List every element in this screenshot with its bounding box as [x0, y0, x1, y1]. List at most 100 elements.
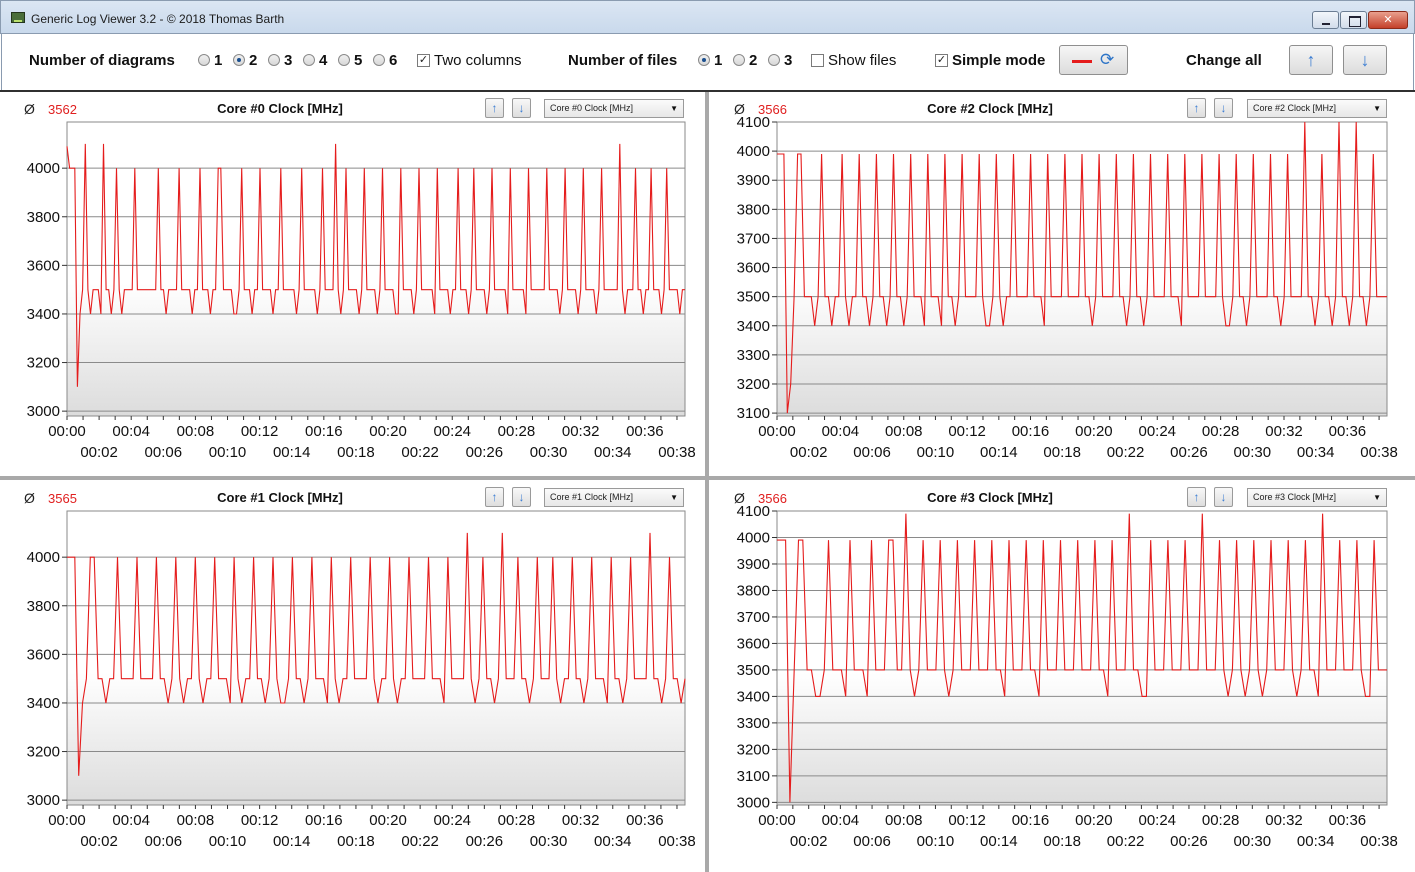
change-all-up-button[interactable]: ↑: [1289, 45, 1333, 75]
two-columns-label[interactable]: Two columns: [434, 52, 522, 69]
files-radio-3-label[interactable]: 3: [784, 52, 793, 69]
series-select[interactable]: Core #1 Clock [MHz] ▼: [544, 488, 684, 507]
line-style-button[interactable]: ⟳: [1059, 45, 1128, 75]
y-tick-label: 3800: [737, 582, 770, 599]
y-tick-label: 3100: [737, 405, 770, 422]
y-tick-label: 3400: [27, 695, 60, 712]
diagrams-radio-6-label[interactable]: 6: [389, 52, 398, 69]
files-radio-2-label[interactable]: 2: [749, 52, 758, 69]
num-diagrams-label: Number of diagrams: [29, 52, 175, 69]
diagram-up-button[interactable]: ↑: [485, 98, 504, 118]
x-tick-label: 00:20: [369, 423, 407, 440]
diagrams-radio-2-label[interactable]: 2: [249, 52, 258, 69]
x-tick-label: 00:22: [401, 444, 439, 461]
x-tick-label: 00:10: [917, 833, 955, 850]
average-symbol: Ø: [24, 490, 35, 506]
change-all-label: Change all: [1186, 52, 1262, 69]
x-tick-label: 00:12: [948, 812, 986, 829]
x-tick-label: 00:28: [498, 423, 536, 440]
series-select-value: Core #1 Clock [MHz]: [550, 492, 634, 502]
x-tick-label: 00:36: [1329, 812, 1367, 829]
diagram-up-button[interactable]: ↑: [1187, 487, 1206, 507]
x-tick-label: 00:32: [562, 812, 600, 829]
series-select[interactable]: Core #0 Clock [MHz] ▼: [544, 99, 684, 118]
y-tick-label: 3000: [27, 792, 60, 809]
x-tick-label: 00:36: [626, 812, 664, 829]
diagram-panel-core0: Ø 3562 Core #0 Clock [MHz] ↑ ↓ Core #0 C…: [0, 94, 700, 480]
arrow-down-icon: ↓: [1220, 490, 1227, 504]
average-value: 3562: [48, 102, 77, 117]
x-tick-label: 00:10: [209, 444, 247, 461]
diagram-up-button[interactable]: ↑: [1187, 98, 1206, 118]
arrow-up-icon: ↑: [491, 490, 498, 504]
arrow-down-icon: ↓: [1220, 101, 1227, 115]
diagrams-radio-5[interactable]: [338, 54, 350, 66]
arrow-up-icon: ↑: [1193, 101, 1200, 115]
diagram-down-button[interactable]: ↓: [512, 487, 531, 507]
y-tick-label: 4100: [737, 503, 770, 520]
x-tick-label: 00:00: [48, 812, 86, 829]
x-tick-label: 00:30: [1234, 444, 1272, 461]
diagrams-radio-4-label[interactable]: 4: [319, 52, 328, 69]
maximize-button[interactable]: [1340, 11, 1367, 29]
diagrams-radio-3[interactable]: [268, 54, 280, 66]
y-tick-label: 3700: [737, 609, 770, 626]
arrow-down-icon: ↓: [518, 490, 525, 504]
two-columns-checkbox[interactable]: ✓: [417, 54, 430, 67]
files-radio-2[interactable]: [733, 54, 745, 66]
x-tick-label: 00:34: [1297, 444, 1335, 461]
x-tick-label: 00:06: [145, 444, 183, 461]
diagrams-radio-5-label[interactable]: 5: [354, 52, 363, 69]
arrow-up-icon: ↑: [1306, 50, 1316, 70]
show-files-checkbox[interactable]: [811, 54, 824, 67]
close-button[interactable]: ✕: [1368, 11, 1408, 29]
diagrams-radio-2[interactable]: [233, 54, 245, 66]
x-tick-label: 00:18: [1043, 444, 1081, 461]
y-tick-label: 3300: [737, 715, 770, 732]
arrow-up-icon: ↑: [491, 101, 498, 115]
y-tick-label: 3800: [737, 201, 770, 218]
y-tick-label: 3100: [737, 768, 770, 785]
x-tick-label: 00:08: [885, 812, 923, 829]
files-radio-3[interactable]: [768, 54, 780, 66]
x-tick-label: 00:02: [790, 444, 828, 461]
change-all-down-button[interactable]: ↓: [1343, 45, 1387, 75]
y-tick-label: 3200: [737, 376, 770, 393]
average-value: 3565: [48, 491, 77, 506]
diagrams-radio-4[interactable]: [303, 54, 315, 66]
x-tick-label: 00:14: [273, 833, 311, 850]
y-tick-label: 4000: [27, 549, 60, 566]
series-select-value: Core #0 Clock [MHz]: [550, 103, 634, 113]
diagram-title: Core #1 Clock [MHz]: [217, 490, 343, 505]
title-bar: Generic Log Viewer 3.2 - © 2018 Thomas B…: [0, 0, 1415, 34]
y-tick-label: 3300: [737, 347, 770, 364]
simple-mode-checkbox[interactable]: ✓: [935, 54, 948, 67]
files-radio-1[interactable]: [698, 54, 710, 66]
show-files-label[interactable]: Show files: [828, 52, 897, 69]
y-tick-label: 3900: [737, 556, 770, 573]
diagram-down-button[interactable]: ↓: [1214, 487, 1233, 507]
series-select[interactable]: Core #3 Clock [MHz] ▼: [1247, 488, 1387, 507]
diagram-down-button[interactable]: ↓: [512, 98, 531, 118]
x-tick-label: 00:16: [305, 812, 343, 829]
diagram-down-button[interactable]: ↓: [1214, 98, 1233, 118]
x-tick-label: 00:12: [241, 423, 279, 440]
diagrams-radio-1-label[interactable]: 1: [214, 52, 223, 69]
x-tick-label: 00:08: [177, 423, 215, 440]
row-separator: [0, 476, 1415, 480]
diagram-title: Core #3 Clock [MHz]: [927, 490, 1053, 505]
diagrams-radio-3-label[interactable]: 3: [284, 52, 293, 69]
files-radio-1-label[interactable]: 1: [714, 52, 723, 69]
x-tick-label: 00:26: [466, 833, 504, 850]
simple-mode-label[interactable]: Simple mode: [952, 52, 1046, 69]
red-line-icon: [1072, 60, 1092, 63]
diagrams-radio-1[interactable]: [198, 54, 210, 66]
minimize-button[interactable]: [1312, 11, 1339, 29]
y-tick-label: 3700: [737, 230, 770, 247]
window-title: Generic Log Viewer 3.2 - © 2018 Thomas B…: [31, 12, 285, 26]
x-tick-label: 00:34: [594, 833, 632, 850]
diagrams-radio-6[interactable]: [373, 54, 385, 66]
diagram-up-button[interactable]: ↑: [485, 487, 504, 507]
x-tick-label: 00:06: [145, 833, 183, 850]
series-select[interactable]: Core #2 Clock [MHz] ▼: [1247, 99, 1387, 118]
